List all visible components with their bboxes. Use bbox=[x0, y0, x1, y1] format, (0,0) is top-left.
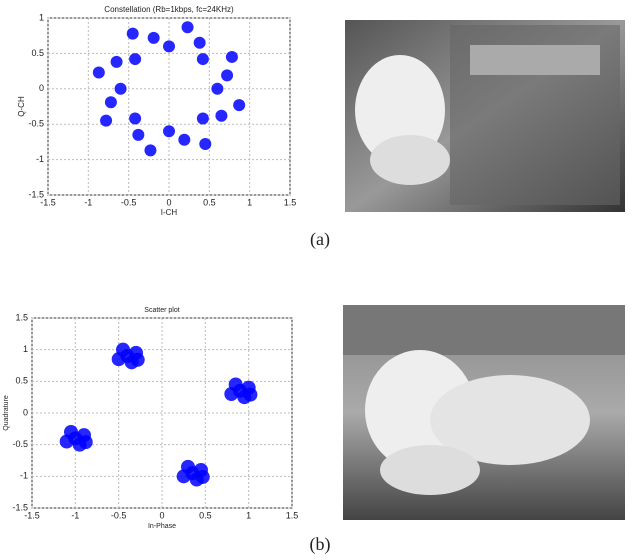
chart-title: Constellation (Rb=1kbps, fc=24KHz) bbox=[104, 5, 234, 14]
figure: (a) (b) -1.5 -1 -0.5 0 0.5 1 1.5 -1.5 -1 -0.5 0 0.5… bbox=[0, 0, 640, 560]
point bbox=[115, 83, 127, 95]
point bbox=[199, 138, 211, 150]
y-tick-label: -1.5 bbox=[12, 502, 28, 512]
point bbox=[182, 21, 194, 33]
point bbox=[116, 343, 130, 357]
caption: (b) bbox=[310, 534, 331, 555]
x-tick-label: -0.5 bbox=[121, 197, 137, 207]
point bbox=[229, 378, 243, 392]
y-tick-label: 0.5 bbox=[15, 376, 28, 386]
x-tick-label: 0 bbox=[166, 197, 171, 207]
point bbox=[64, 425, 78, 439]
chart-title: Scatter plot bbox=[144, 307, 179, 314]
point bbox=[178, 134, 190, 146]
point bbox=[100, 115, 112, 127]
point bbox=[144, 144, 156, 156]
point bbox=[105, 96, 117, 108]
point bbox=[129, 113, 141, 125]
point bbox=[131, 353, 145, 367]
point bbox=[163, 125, 175, 137]
y-tick-label: -1 bbox=[36, 154, 44, 164]
y-tick-label: -0.5 bbox=[28, 119, 44, 129]
point bbox=[197, 113, 209, 125]
point bbox=[163, 40, 175, 52]
point bbox=[181, 460, 195, 474]
point bbox=[132, 129, 144, 141]
point bbox=[196, 470, 210, 484]
point bbox=[111, 56, 123, 68]
photo-a bbox=[345, 20, 625, 212]
x-tick-label: 0.5 bbox=[199, 510, 212, 520]
point bbox=[215, 110, 227, 122]
y-tick-label: -0.5 bbox=[12, 439, 28, 449]
y-tick-label: -1 bbox=[20, 471, 28, 481]
x-tick-label: -0.5 bbox=[111, 510, 127, 520]
point bbox=[243, 388, 257, 402]
x-axis-label: I-CH bbox=[161, 208, 178, 217]
y-axis-label: Q-CH bbox=[17, 96, 26, 117]
y-tick-label: 0 bbox=[23, 407, 28, 417]
y-axis-label: Quadrature bbox=[3, 395, 10, 431]
y-tick-label: 1 bbox=[39, 12, 44, 22]
y-tick-label: 1.5 bbox=[15, 312, 28, 322]
point bbox=[79, 435, 93, 449]
y-tick-label: -1.5 bbox=[28, 189, 44, 199]
x-tick-label: 0 bbox=[159, 510, 164, 520]
x-tick-label: 1.5 bbox=[284, 197, 297, 207]
x-tick-label: -1 bbox=[84, 197, 92, 207]
x-axis-label: In-Phase bbox=[148, 523, 176, 530]
point bbox=[211, 83, 223, 95]
caption: (a) bbox=[310, 229, 330, 250]
point bbox=[194, 37, 206, 49]
point bbox=[221, 69, 233, 81]
y-tick-label: 0.5 bbox=[31, 48, 44, 58]
x-tick-label: 1 bbox=[247, 197, 252, 207]
x-tick-label: 0.5 bbox=[203, 197, 216, 207]
point bbox=[226, 51, 238, 63]
page: {"chart_data": [ {"type": "scatter", "ti… bbox=[0, 0, 640, 560]
point bbox=[93, 67, 105, 79]
point bbox=[127, 28, 139, 40]
x-tick-label: 1 bbox=[246, 510, 251, 520]
x-tick-label: 1.5 bbox=[286, 510, 299, 520]
x-tick-label: -1 bbox=[71, 510, 79, 520]
point bbox=[233, 99, 245, 111]
point bbox=[129, 53, 141, 65]
point bbox=[148, 32, 160, 44]
y-tick-label: 0 bbox=[39, 83, 44, 93]
y-tick-label: 1 bbox=[23, 344, 28, 354]
photo-b bbox=[343, 305, 625, 520]
point bbox=[197, 53, 209, 65]
